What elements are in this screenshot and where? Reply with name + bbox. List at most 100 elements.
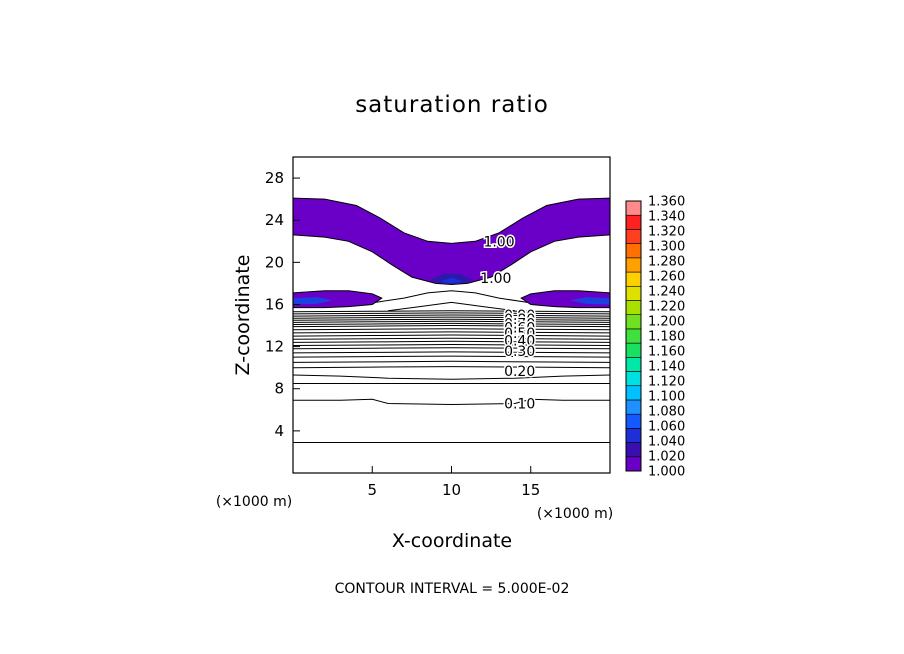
contour-label: 1.00 [483, 234, 514, 250]
contour-line [293, 347, 610, 350]
y-tick-label: 20 [265, 253, 284, 271]
contour-line [293, 322, 610, 325]
contour-line [293, 324, 610, 328]
upper-supersaturation-band [293, 197, 610, 286]
colorbar-label: 1.360 [648, 195, 685, 210]
left-band-core [293, 297, 333, 305]
contour-lines [293, 290, 610, 443]
colorbar-label: 1.320 [648, 225, 685, 240]
colorbar-swatch [625, 428, 642, 443]
contour-interval-note: CONTOUR INTERVAL = 5.000E-02 [335, 581, 570, 597]
colorbar-swatch [625, 385, 642, 401]
colorbar-swatch [625, 413, 642, 429]
colorbar-swatch [625, 257, 642, 273]
contour-line [293, 337, 610, 340]
contour-line [293, 314, 610, 317]
x-unit-left: (×1000 m) [216, 494, 292, 510]
colorbar-label: 1.160 [648, 345, 685, 360]
colorbar-swatch [625, 357, 642, 372]
colorbar-label: 1.020 [648, 450, 685, 465]
x-tick-label: 5 [367, 481, 377, 499]
colorbar-swatch [625, 271, 642, 287]
colorbar-label: 1.340 [648, 210, 685, 225]
contour-label: 0.60 [504, 321, 535, 337]
contour-line [293, 331, 610, 334]
supersaturation-regions [293, 197, 610, 309]
upper-band-core-inner [440, 277, 463, 284]
colorbar-label: 1.000 [648, 465, 685, 480]
colorbar-label: 1.260 [648, 270, 685, 285]
contour-line [293, 355, 610, 358]
contour-label: 0.20 [504, 364, 535, 380]
contour-line [293, 328, 610, 331]
colorbar-label: 1.080 [648, 405, 685, 420]
colorbar-label: 1.300 [648, 240, 685, 255]
contour-line-0.20 [293, 374, 610, 380]
colorbar-label: 1.180 [648, 330, 685, 345]
contour-label: 0.80 [504, 312, 535, 328]
colorbar-label: 1.120 [648, 375, 685, 390]
contour-line [293, 320, 610, 323]
contour-line [293, 316, 610, 319]
colorbar-label: 1.040 [648, 435, 685, 450]
contour-labels: 1.00 1.00 0.900.800.700.600.500.400.30 0.20… [479, 233, 537, 414]
contour-line [293, 360, 610, 363]
contour-label: 0.90 [504, 308, 535, 324]
contour-label: 0.10 [504, 396, 535, 412]
colorbar-label: 1.280 [648, 255, 685, 270]
colorbar-swatch [625, 342, 642, 358]
contour-label: 0.70 [504, 316, 535, 332]
y-axis-ticks: 4 8 12 16 20 24 28 [265, 169, 300, 440]
y-tick-label: 4 [274, 422, 284, 440]
colorbar-label: 1.140 [648, 360, 685, 375]
y-tick-label: 8 [274, 380, 284, 398]
y-tick-label: 24 [265, 211, 284, 229]
y-tick-label: 12 [265, 338, 284, 356]
colorbar-swatch [625, 399, 642, 415]
colorbar-swatch [625, 314, 642, 330]
y-axis-label: Z-coordinate [232, 255, 254, 376]
contour-line [293, 366, 610, 369]
contour-line [293, 334, 610, 337]
colorbar-swatch [625, 442, 642, 458]
colorbar-label: 1.200 [648, 315, 685, 330]
contour-line-0.10 [293, 398, 610, 406]
y-tick-label: 16 [265, 295, 284, 313]
colorbar-label: 1.220 [648, 300, 685, 315]
contour-label: 0.50 [504, 326, 535, 342]
colorbar-swatch [625, 214, 642, 230]
contour-label: 1.00 [480, 271, 511, 287]
x-axis-ticks: 5 10 15 [367, 466, 540, 499]
colorbar-swatch [625, 456, 642, 472]
colorbar-label: 1.240 [648, 285, 685, 300]
x-tick-label: 15 [521, 481, 540, 499]
contour-line [293, 312, 610, 315]
contour-hump-inner [388, 301, 515, 312]
x-unit-right: (×1000 m) [537, 506, 613, 522]
colorbar: 1.0001.0201.0401.0601.0801.1001.1201.140… [625, 195, 685, 480]
contour-line [293, 351, 610, 354]
x-axis-label: X-coordinate [392, 530, 512, 552]
colorbar-label: 1.060 [648, 420, 685, 435]
x-tick-label: 10 [442, 481, 461, 499]
contour-label: 0.40 [504, 333, 535, 349]
colorbar-swatch [625, 243, 642, 259]
contour-line [293, 310, 610, 313]
colorbar-label: 1.100 [648, 390, 685, 405]
right-band-core [570, 297, 610, 305]
contour-label: 0.30 [504, 344, 535, 360]
colorbar-swatch [625, 300, 642, 315]
contour-hump [375, 290, 528, 303]
colorbar-swatch [625, 285, 642, 301]
colorbar-frame [625, 200, 642, 472]
colorbar-swatch [625, 200, 642, 216]
contour-line [293, 340, 610, 343]
y-tick-label: 28 [265, 169, 284, 187]
contour-line [293, 343, 610, 346]
colorbar-swatch [625, 328, 642, 344]
colorbar-swatch [625, 371, 642, 387]
colorbar-swatch [625, 229, 642, 244]
chart-title: saturation ratio [355, 92, 549, 118]
